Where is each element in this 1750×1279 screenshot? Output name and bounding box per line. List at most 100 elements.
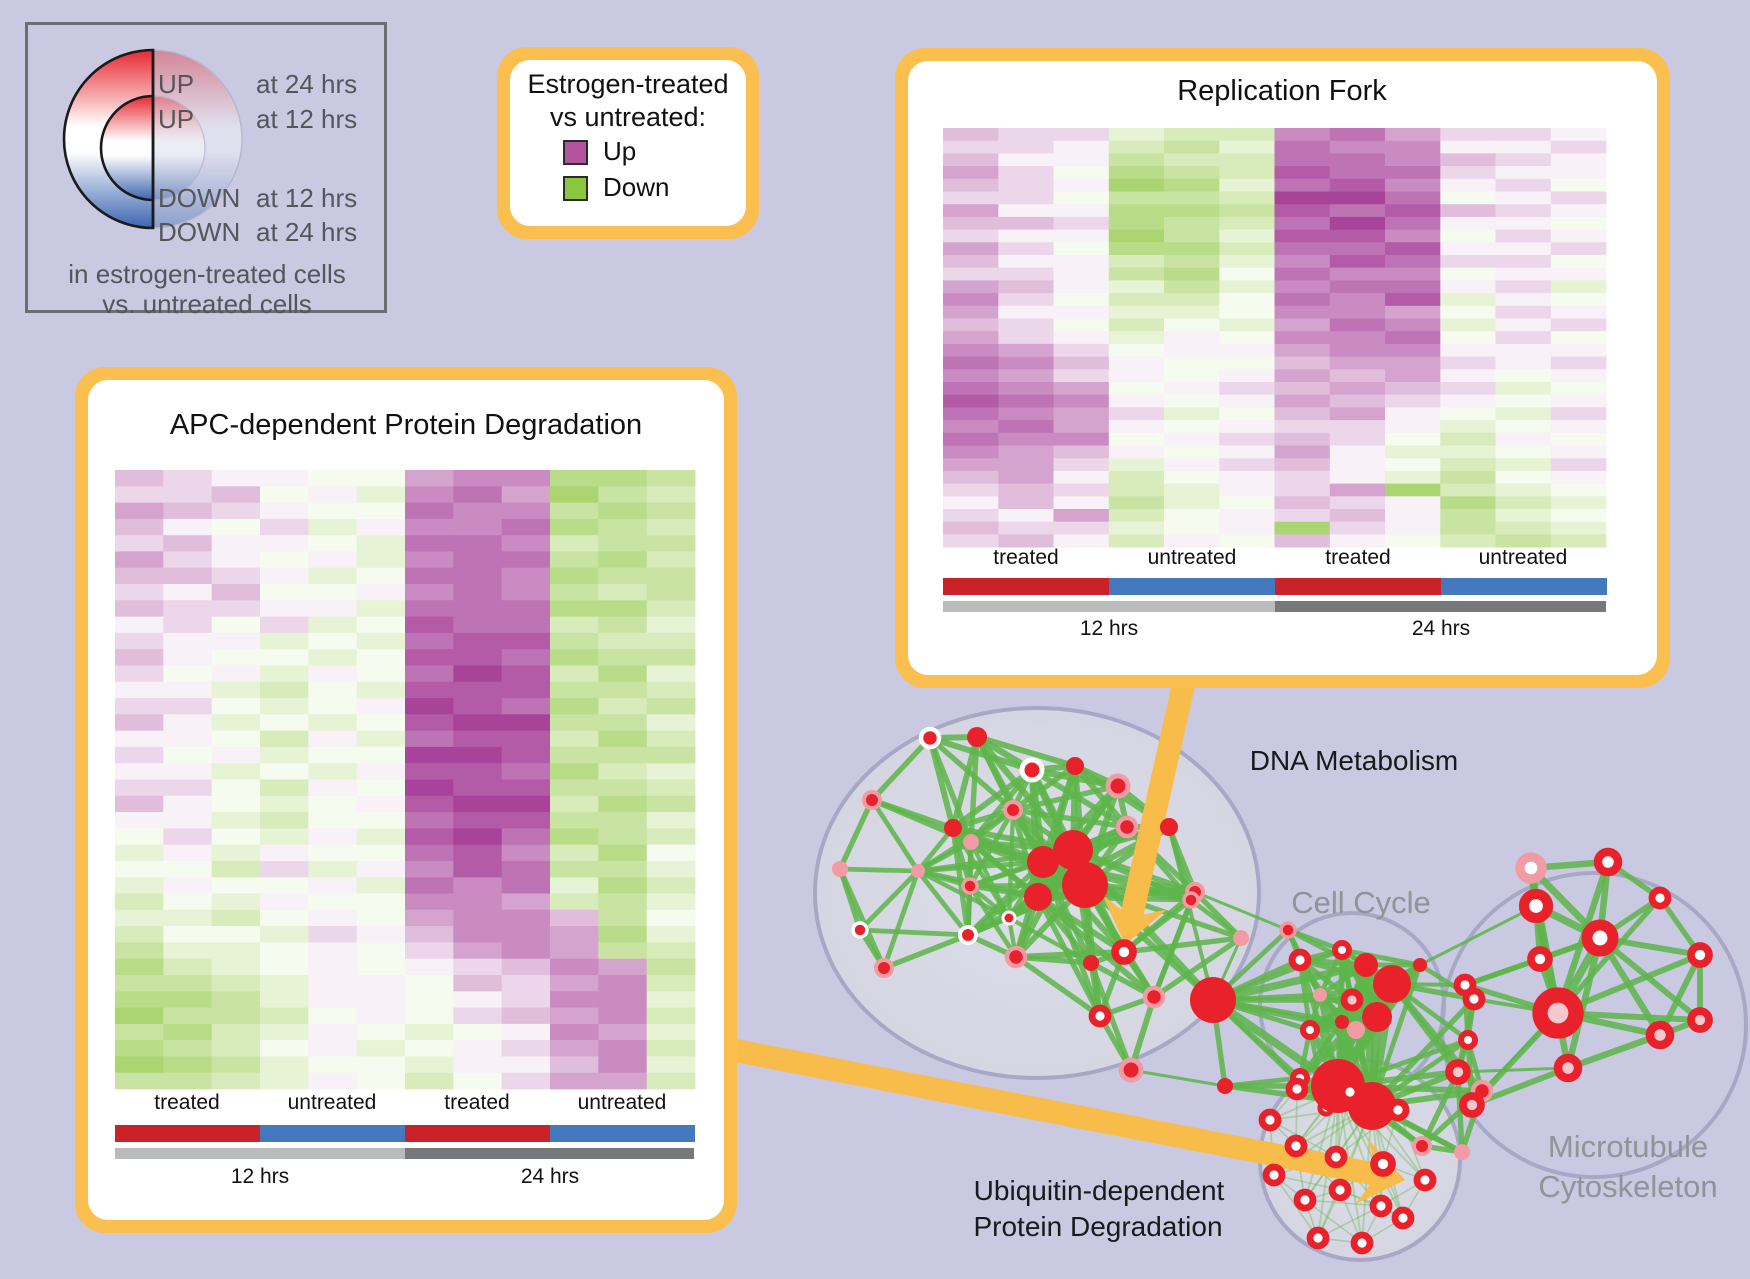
- heatmap-cell: [211, 861, 261, 878]
- network-edge: [1341, 947, 1421, 968]
- heatmap-cell: [356, 877, 406, 894]
- updown-legend-box: UP at 24 hrs UP at 12 hrs DOWN at 12 hrs…: [25, 22, 387, 319]
- heatmap-cell: [1329, 382, 1386, 396]
- heatmap-cell: [453, 926, 502, 943]
- heatmap-cell: [308, 975, 357, 992]
- heatmap-cell: [1329, 293, 1386, 307]
- network-node: [1645, 1020, 1675, 1050]
- heatmap-cell: [1108, 255, 1165, 269]
- heatmap-cell: [308, 893, 357, 911]
- heatmap-cell: [598, 812, 647, 829]
- network-node: [1105, 773, 1131, 799]
- heatmap-cell: [550, 632, 599, 650]
- heatmap-cell: [356, 730, 406, 748]
- heatmap-cell: [308, 844, 357, 862]
- heatmap-cell: [115, 584, 164, 601]
- heatmap-cell: [211, 632, 261, 650]
- heatmap-cell: [260, 1072, 309, 1090]
- network-node: [1687, 1007, 1713, 1033]
- heatmap-cell: [501, 942, 551, 960]
- heatmap-cell: [211, 909, 261, 927]
- group-label: untreated: [1147, 546, 1237, 569]
- heatmap-cell: [260, 1023, 309, 1041]
- heatmap-cell: [453, 1040, 502, 1057]
- heatmap-cell: [1329, 166, 1386, 180]
- network-node: [1527, 946, 1553, 972]
- heatmap-cell: [163, 763, 212, 780]
- heatmap-cell: [998, 445, 1054, 459]
- heatmap-cell: [550, 763, 599, 780]
- network-node: [1284, 1134, 1308, 1158]
- heatmap-cell: [356, 844, 406, 862]
- heatmap-cell: [211, 665, 261, 683]
- treated-bar: [1275, 578, 1441, 595]
- heatmap-cell: [598, 470, 647, 487]
- group-label: treated: [993, 546, 1059, 569]
- heatmap-cell: [646, 844, 696, 862]
- heatmap-cell: [1385, 305, 1441, 319]
- heatmap-cell: [1219, 470, 1275, 484]
- heatmap-cell: [211, 518, 261, 536]
- network-node: [1373, 965, 1411, 1003]
- heatmap-cell: [550, 909, 599, 927]
- heatmap-cell: [453, 681, 502, 699]
- heatmap-cell: [1329, 369, 1386, 383]
- heatmap-cell: [405, 502, 454, 520]
- network-edge: [1082, 882, 1216, 1003]
- network-node: [911, 864, 925, 878]
- heatmap-cell: [998, 166, 1054, 180]
- network-node: [1293, 1188, 1317, 1212]
- heatmap-cell: [1274, 432, 1331, 446]
- heatmap-cell: [1108, 496, 1165, 510]
- heatmap-cell: [501, 518, 551, 536]
- apc-heatmap: [115, 470, 696, 1159]
- heatmap-cell: [115, 991, 164, 1008]
- heatmap-cell: [1108, 343, 1165, 357]
- heatmap-cell: [1108, 331, 1165, 345]
- heatmap-cell: [163, 958, 212, 976]
- heatmap-cell: [1164, 496, 1220, 510]
- heatmap-cell: [1164, 343, 1220, 357]
- heatmap-cell: [1385, 432, 1441, 446]
- heatmap-cell: [1550, 496, 1607, 510]
- heatmap-cell: [1440, 280, 1496, 294]
- heatmap-cell: [308, 877, 357, 894]
- heatmap-cell: [1329, 394, 1386, 408]
- heatmap-cell: [260, 893, 309, 911]
- heatmap-cell: [453, 470, 502, 487]
- heatmap-cell: [115, 502, 164, 520]
- heatmap-cell: [1274, 267, 1331, 281]
- heatmap-cell: [998, 128, 1054, 142]
- heatmap-cell: [943, 343, 999, 357]
- heatmap-cell: [1274, 204, 1331, 218]
- heatmap-cell: [1164, 204, 1220, 218]
- network-node: [1258, 1108, 1282, 1132]
- heatmap-cell: [550, 746, 599, 764]
- network-node: [1313, 988, 1327, 1002]
- heatmap-cell: [211, 714, 261, 731]
- heatmap-cell: [1550, 280, 1607, 294]
- heatmap-cell: [1108, 204, 1165, 218]
- heatmap-cell: [1440, 305, 1496, 319]
- heatmap-cell: [1164, 318, 1220, 332]
- heatmap-cell: [1164, 216, 1220, 230]
- heatmap-cell: [598, 861, 647, 878]
- heatmap-cell: [998, 216, 1054, 230]
- network-node: [1335, 1015, 1349, 1029]
- heatmap-cell: [550, 649, 599, 666]
- heatmap-cell: [1440, 216, 1496, 230]
- heatmap-cell: [646, 632, 696, 650]
- heatmap-cell: [453, 632, 502, 650]
- heatmap-cell: [1440, 128, 1496, 142]
- heatmap-cell: [1550, 166, 1607, 180]
- untreated-bar: [550, 1125, 695, 1142]
- heatmap-cell: [211, 991, 261, 1008]
- heatmap-cell: [115, 779, 164, 797]
- heatmap-cell: [1495, 407, 1552, 421]
- heatmap-cell: [1053, 216, 1110, 230]
- heatmap-cell: [1550, 394, 1607, 408]
- heatmap-cell: [1108, 166, 1165, 180]
- heatmap-cell: [260, 763, 309, 780]
- time-label: 24 hrs: [1411, 617, 1471, 640]
- heatmap-cell: [1219, 407, 1275, 421]
